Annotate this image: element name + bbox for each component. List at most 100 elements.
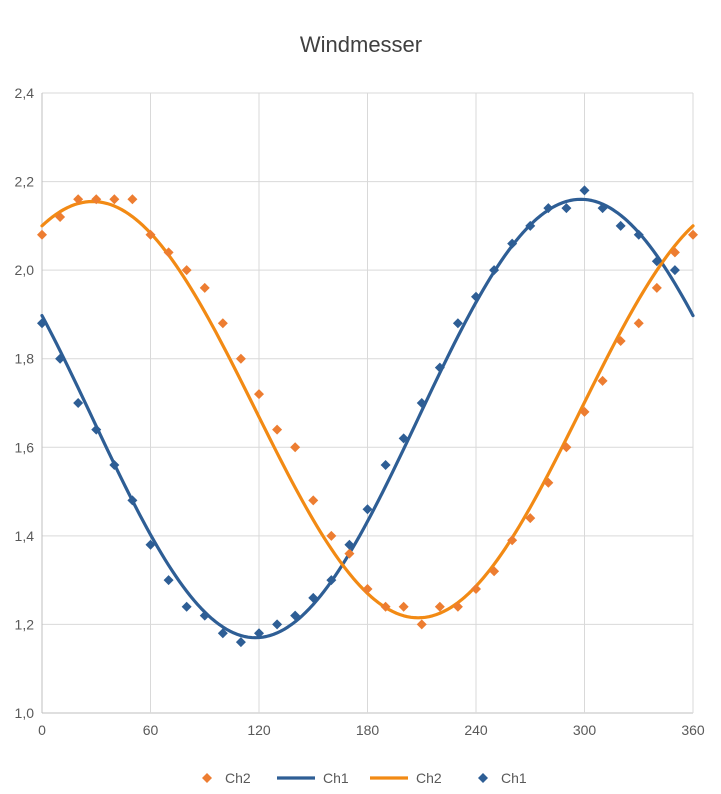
point-ch2 [669,247,680,258]
x-tick-label: 300 [573,722,597,738]
point-ch1 [597,203,608,214]
point-ch2 [380,601,391,612]
point-ch2 [633,318,644,329]
point-ch1 [290,610,301,621]
y-tick-label: 1,4 [15,528,35,544]
y-tick-label: 1,2 [15,616,35,632]
point-ch2 [235,353,246,364]
point-ch2 [109,194,120,205]
x-tick-label: 180 [356,722,380,738]
legend-label: Ch2 [416,770,442,786]
point-ch2 [543,477,554,488]
point-ch1 [380,460,391,470]
point-ch2 [217,318,228,329]
legend-marker [478,773,488,783]
point-ch1 [109,460,120,470]
point-ch1 [308,592,319,603]
point-ch1 [199,610,210,621]
point-ch2 [199,282,210,293]
point-ch2 [507,535,518,546]
point-ch1 [615,220,626,231]
point-ch1 [37,318,47,329]
point-ch2 [579,406,590,417]
y-tick-label: 1,0 [15,705,35,721]
point-ch2 [561,442,572,453]
point-ch1 [489,265,500,276]
point-ch2 [163,247,174,258]
y-tick-label: 2,4 [15,85,35,101]
point-ch2 [272,424,283,435]
point-ch2 [127,194,138,205]
point-ch2 [615,336,626,346]
x-tick-label: 240 [464,722,488,738]
point-ch1 [543,203,554,214]
point-ch1 [561,203,572,214]
x-tick-label: 120 [247,722,271,738]
point-ch2 [416,619,427,630]
point-ch1 [669,265,680,276]
point-ch1 [254,628,264,639]
point-ch2 [398,601,409,612]
point-ch1 [633,229,644,240]
x-tick-label: 60 [143,722,159,738]
point-ch2 [73,194,84,205]
point-ch2 [55,212,66,222]
legend: Ch2 Ch1 Ch2 Ch1 [202,770,527,786]
point-ch1 [434,362,445,373]
legend-marker [202,773,212,783]
legend-label: Ch2 [225,770,251,786]
x-axis-ticks: 0 60 120 180 240 300 360 [38,722,705,738]
point-ch2 [290,442,301,453]
point-ch1 [416,398,427,408]
point-ch1 [471,291,481,302]
point-ch2 [362,584,373,594]
point-ch1 [127,495,138,506]
y-tick-label: 2,2 [15,174,35,190]
point-ch2 [344,548,355,559]
y-tick-label: 1,8 [15,351,35,367]
point-ch2 [326,530,337,541]
point-ch2 [651,282,662,293]
point-ch2 [91,194,102,205]
point-ch1 [181,601,192,612]
point-ch1 [55,353,66,364]
point-ch2 [434,601,445,612]
point-ch1 [163,575,174,586]
point-ch2 [597,375,608,386]
point-ch2 [525,513,536,524]
point-ch1 [398,433,409,444]
y-tick-label: 1,6 [15,439,35,455]
point-ch2 [37,229,47,240]
point-ch2 [308,495,319,506]
chart-title: Windmesser [300,32,422,57]
grid [41,92,694,714]
point-ch1 [217,628,228,639]
trendline-ch1 [40,197,695,640]
y-axis-ticks: 1,0 1,2 1,4 1,6 1,8 2,0 2,2 2,4 [15,85,35,721]
point-ch1 [525,220,536,231]
y-tick-label: 2,0 [15,262,35,278]
point-ch1 [362,504,373,515]
point-ch1 [452,318,463,329]
point-ch2 [471,584,481,594]
point-ch1 [145,539,156,550]
point-ch2 [254,389,264,400]
data-markers [37,185,698,648]
point-ch2 [489,566,500,577]
point-ch1 [235,637,246,648]
point-ch2 [688,229,698,240]
x-tick-label: 360 [681,722,705,738]
point-ch2 [145,229,156,240]
point-ch2 [452,601,463,612]
x-tick-label: 0 [38,722,46,738]
point-ch1 [344,539,355,550]
point-ch1 [326,575,337,586]
point-ch1 [507,238,518,249]
point-ch2 [181,265,192,276]
point-ch1 [272,619,283,630]
legend-label: Ch1 [501,770,527,786]
point-ch1 [91,424,102,435]
point-ch1 [651,256,662,267]
point-ch1 [73,398,84,408]
